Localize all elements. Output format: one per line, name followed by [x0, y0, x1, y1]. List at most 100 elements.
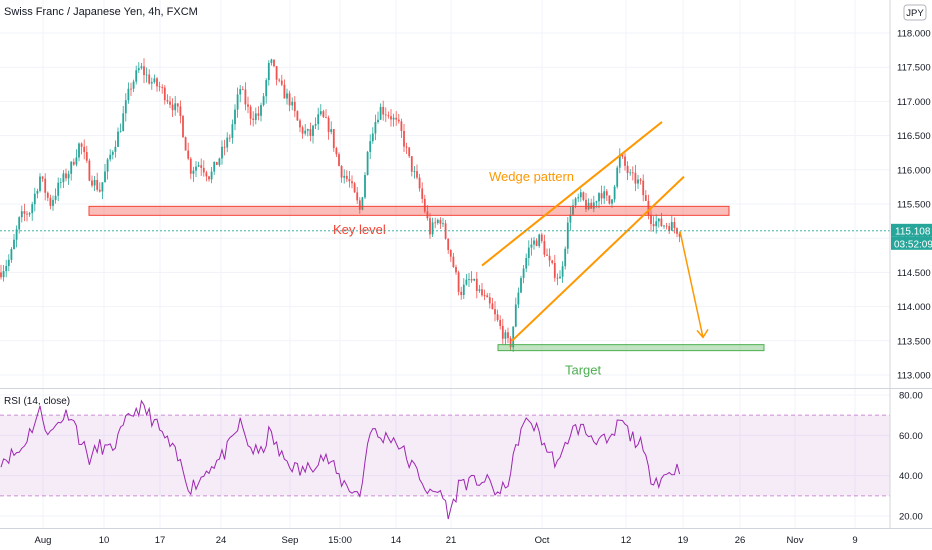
- candle-body: [215, 161, 218, 165]
- candle-body: [145, 74, 148, 76]
- candle-body: [559, 276, 561, 279]
- candle-body: [379, 106, 382, 120]
- candle-body: [364, 175, 366, 198]
- candle-body: [273, 59, 275, 67]
- candle-body: [613, 186, 616, 200]
- chart-title: Swiss Franc / Japanese Yen, 4h, FXCM: [4, 6, 198, 18]
- candle-body: [52, 199, 54, 206]
- candle-body: [10, 249, 13, 260]
- candle-body: [408, 147, 411, 157]
- candle-body: [525, 257, 528, 269]
- candle-body: [564, 248, 567, 267]
- candle-body: [210, 171, 213, 180]
- candle-body: [600, 193, 603, 199]
- candle-body: [488, 297, 491, 304]
- candle-body: [457, 272, 460, 292]
- candle-body: [231, 124, 234, 138]
- candle-body: [104, 171, 106, 183]
- target-zone: [497, 344, 765, 352]
- candle-body: [39, 176, 41, 191]
- candle-body: [374, 122, 377, 134]
- candle-body: [306, 129, 309, 131]
- candle-body: [278, 79, 281, 81]
- candle-body: [174, 103, 177, 111]
- candle-body: [332, 129, 335, 149]
- candle-body: [80, 143, 83, 147]
- time-tick-label: Oct: [535, 535, 550, 546]
- candle-body: [36, 190, 39, 194]
- candle-body: [150, 82, 153, 84]
- candle-body: [598, 193, 600, 202]
- candle-body: [618, 154, 621, 168]
- candle-body: [119, 131, 122, 132]
- candle-body: [59, 182, 62, 183]
- key-level-zone: [88, 205, 730, 216]
- candle-body: [101, 182, 104, 192]
- candle-body: [322, 111, 325, 118]
- time-tick-label: 10: [99, 535, 110, 546]
- candle-body: [317, 114, 320, 125]
- candle-body: [533, 240, 535, 245]
- rsi-band: [0, 415, 890, 496]
- candle-body: [585, 199, 587, 210]
- price-axis[interactable]: 118.000 117.500 117.000 116.500 116.000 115.5…: [897, 29, 931, 382]
- candle-body: [447, 238, 450, 250]
- candle-body: [465, 279, 468, 285]
- price-tick-label: 117.500: [897, 63, 931, 74]
- candle-body: [304, 130, 307, 134]
- candle-body: [241, 89, 244, 90]
- time-tick-label: 14: [391, 535, 402, 546]
- candle-body: [478, 289, 481, 291]
- candle-body: [647, 200, 650, 215]
- candle-body: [660, 218, 663, 227]
- candle-body: [114, 146, 117, 152]
- candle-body: [252, 118, 255, 120]
- candle-body: [62, 173, 65, 183]
- candle-body: [603, 191, 606, 199]
- candle-body: [46, 192, 49, 198]
- rsi-tick-label: 80.00: [899, 391, 923, 402]
- candle-body: [629, 172, 632, 174]
- time-tick-label: Nov: [787, 535, 804, 546]
- candle-body: [270, 59, 273, 63]
- candle-body: [369, 141, 372, 152]
- candle-body: [574, 198, 577, 206]
- candle-body: [392, 117, 395, 120]
- candle-body: [267, 62, 270, 81]
- time-tick-label: Sep: [282, 535, 299, 546]
- candle-body: [202, 167, 205, 173]
- candle-body: [390, 116, 392, 120]
- candle-body: [247, 104, 249, 107]
- candle-body: [470, 279, 473, 281]
- candle-body: [452, 256, 455, 268]
- candle-body: [345, 175, 348, 179]
- candle-body: [361, 197, 364, 210]
- candle-body: [366, 151, 369, 176]
- candle-body: [572, 205, 574, 215]
- candle-body: [616, 167, 619, 187]
- candle-body: [15, 229, 18, 240]
- time-axis[interactable]: Aug 10 17 24 Sep 15:00 14 21 Oct 12 19 26 Nov 9: [35, 535, 858, 546]
- candle-body: [179, 106, 182, 117]
- candle-body: [579, 192, 582, 198]
- currency-label: JPY: [906, 8, 924, 19]
- rsi-axis[interactable]: 80.00 60.00 40.00 20.00: [899, 391, 923, 523]
- candle-body: [49, 197, 52, 206]
- candle-body: [117, 131, 119, 147]
- candle-body: [611, 199, 613, 204]
- rsi-tick-label: 40.00: [899, 471, 923, 482]
- candle-body: [33, 193, 36, 205]
- candle-body: [642, 180, 645, 196]
- candle-body: [514, 304, 517, 327]
- candle-body: [540, 234, 543, 242]
- currency-badge[interactable]: [903, 4, 927, 21]
- candle-body: [140, 66, 143, 69]
- candle-body: [556, 277, 559, 279]
- candle-body: [377, 119, 379, 123]
- candle-body: [163, 87, 166, 101]
- candle-body: [356, 192, 359, 201]
- candle-body: [592, 202, 595, 209]
- candle-body: [213, 161, 216, 172]
- candle-body: [78, 143, 80, 158]
